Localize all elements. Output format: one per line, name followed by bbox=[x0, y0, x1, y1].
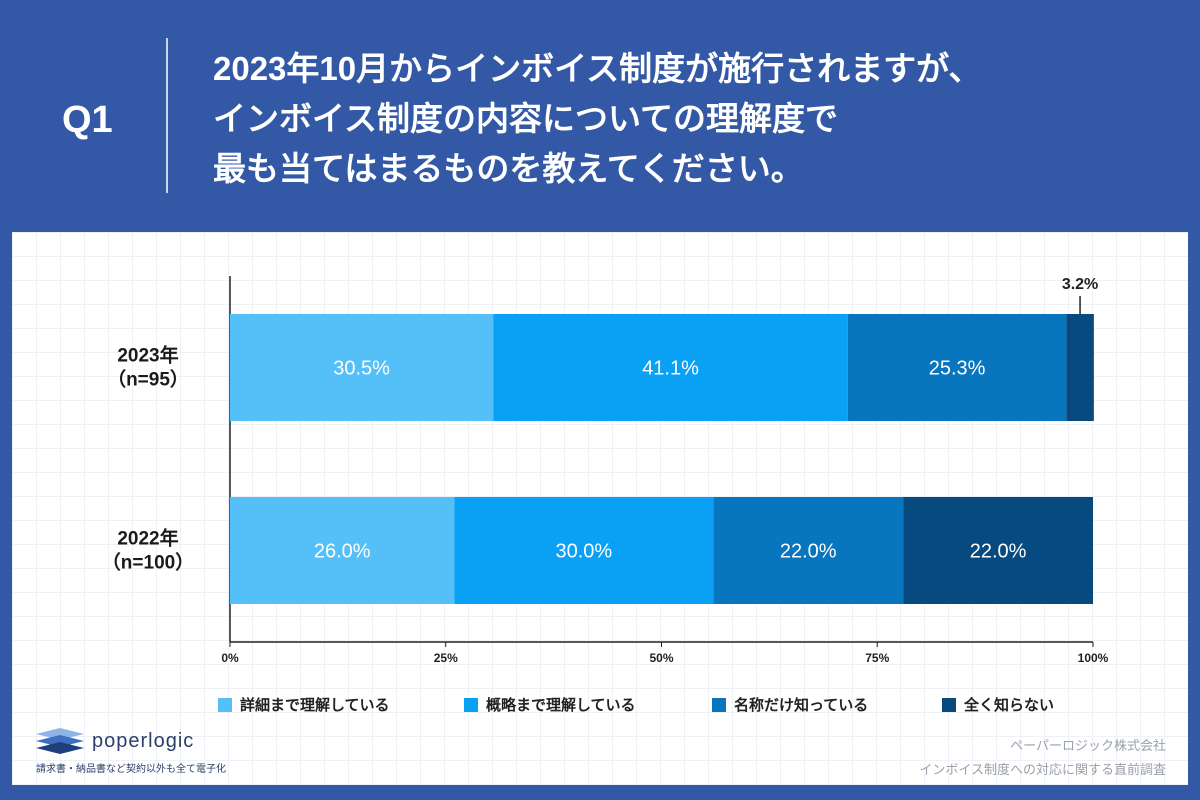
legend-swatch-outline bbox=[464, 698, 478, 712]
header: Q1 2023年10月からインボイス制度が施行されますが、 インボイス制度の内容… bbox=[0, 0, 1200, 232]
bar-segment-1-0 bbox=[230, 497, 455, 604]
legend-swatch-unknown bbox=[942, 698, 956, 712]
bar-segment-0-3 bbox=[1066, 314, 1094, 421]
data-label-0-0: 30.5% bbox=[333, 358, 390, 380]
data-label-1-1: 30.0% bbox=[555, 541, 612, 563]
legend-swatch-detail bbox=[218, 698, 232, 712]
bar-segment-0-0 bbox=[230, 314, 494, 421]
bar-segment-0-2 bbox=[847, 314, 1067, 421]
logo-tagline: 請求書・納品書など契約以外も全て電子化 bbox=[36, 764, 226, 775]
data-label-0-2: 25.3% bbox=[929, 358, 986, 380]
header-divider bbox=[166, 38, 168, 193]
credit: ペーパーロジック株式会社 インボイス制度への対応に関する直前調査 bbox=[919, 734, 1166, 782]
paper-stack-icon bbox=[36, 728, 84, 754]
question-line-2: インボイス制度の内容についての理解度で bbox=[213, 100, 839, 137]
legend-item-unknown: 全く知らない bbox=[942, 696, 1054, 716]
category-label-1-0: 2022年 bbox=[117, 527, 178, 550]
credit-survey: インボイス制度への対応に関する直前調査 bbox=[919, 762, 1166, 777]
question-line-1: 2023年10月からインボイス制度が施行されますが、 bbox=[213, 50, 982, 87]
bar-segment-1-2 bbox=[713, 497, 904, 604]
category-label-1-1: （n=100） bbox=[102, 551, 194, 574]
question-number: Q1 bbox=[62, 99, 113, 141]
legend-item-detail: 詳細まで理解している bbox=[218, 696, 390, 716]
legend-label-name-only: 名称だけ知っている bbox=[734, 697, 869, 714]
credit-company: ペーパーロジック株式会社 bbox=[1010, 738, 1166, 753]
bar-segment-1-3 bbox=[903, 497, 1093, 604]
bar-segment-0-1 bbox=[493, 314, 848, 421]
legend-label-detail: 詳細まで理解している bbox=[240, 697, 390, 714]
question-text: 2023年10月からインボイス制度が施行されますが、 インボイス制度の内容につい… bbox=[213, 44, 1173, 194]
x-tick-label-0: 0% bbox=[221, 651, 239, 665]
data-label-0-1: 41.1% bbox=[642, 358, 699, 380]
legend-swatch-name-only bbox=[712, 698, 726, 712]
legend-label-unknown: 全く知らない bbox=[964, 697, 1055, 714]
data-label-1-2: 22.0% bbox=[780, 541, 837, 563]
x-tick-label-4: 100% bbox=[1078, 651, 1109, 665]
category-label-0-1: （n=95） bbox=[107, 368, 189, 391]
x-tick-label-2: 50% bbox=[649, 651, 673, 665]
x-tick-label-3: 75% bbox=[865, 651, 889, 665]
legend-label-outline: 概略まで理解している bbox=[486, 697, 636, 714]
x-tick-label-1: 25% bbox=[434, 651, 458, 665]
data-label-0-3: 3.2% bbox=[1062, 276, 1098, 293]
data-label-1-3: 22.0% bbox=[970, 541, 1027, 563]
legend-item-name-only: 名称だけ知っている bbox=[712, 696, 868, 716]
legend-item-outline: 概略まで理解している bbox=[464, 696, 636, 716]
bar-segment-1-1 bbox=[454, 497, 714, 604]
data-label-1-0: 26.0% bbox=[314, 541, 371, 563]
company-logo: poperlogic 請求書・納品書など契約以外も全て電子化 bbox=[34, 724, 274, 780]
category-label-0-0: 2023年 bbox=[117, 344, 178, 367]
logo-name: poperlogic bbox=[92, 730, 195, 752]
question-line-3: 最も当てはまるものを教えてください。 bbox=[213, 150, 804, 187]
